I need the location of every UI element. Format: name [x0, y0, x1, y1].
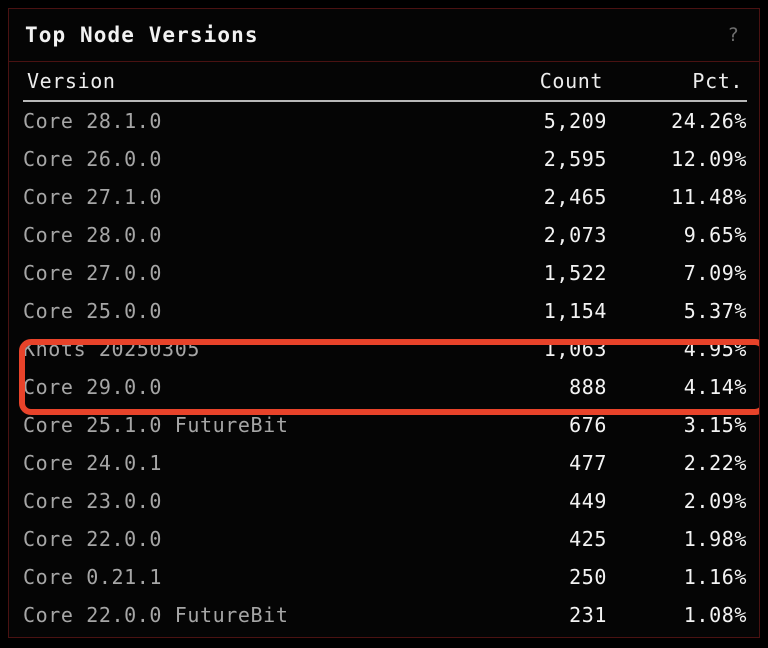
cell-version: Core 28.1.0 — [23, 109, 163, 133]
table-row[interactable]: Core 24.0.1 477 2.22% — [23, 444, 747, 482]
cell-count: 1,154 — [543, 299, 607, 323]
table-row[interactable]: Core 25.1.0 FutureBit 676 3.15% — [23, 406, 747, 444]
table-row[interactable]: Core 23.0.0 449 2.09% — [23, 482, 747, 520]
column-header-pct[interactable]: Pct. — [692, 69, 743, 93]
cell-pct: 11.48% — [671, 185, 747, 209]
panel-header: Top Node Versions ? — [9, 9, 759, 62]
table-row[interactable]: Core 22.0.0 425 1.98% — [23, 520, 747, 558]
question-mark-icon[interactable]: ? — [727, 23, 739, 46]
cell-version: Knots 20250305 — [23, 337, 200, 361]
cell-count: 2,465 — [543, 185, 607, 209]
cell-count: 449 — [569, 489, 607, 513]
table-row[interactable]: Core 0.21.1 250 1.16% — [23, 558, 747, 596]
cell-count: 425 — [569, 527, 607, 551]
cell-count: 250 — [569, 565, 607, 589]
table-row[interactable]: Core 27.1.0 2,465 11.48% — [23, 178, 747, 216]
cell-count: 2,073 — [543, 223, 607, 247]
cell-pct: 24.26% — [671, 109, 747, 133]
cell-version: Core 27.0.0 — [23, 261, 163, 285]
cell-version: Core 28.0.0 — [23, 223, 163, 247]
table-row[interactable]: Core 28.0.0 2,073 9.65% — [23, 216, 747, 254]
table-row[interactable]: Core 22.0.0 FutureBit 231 1.08% — [23, 596, 747, 634]
cell-count: 1,063 — [543, 337, 607, 361]
cell-version: Core 22.0.0 — [23, 527, 163, 551]
cell-version: Core 25.1.0 FutureBit — [23, 413, 289, 437]
cell-version: Core 27.1.0 — [23, 185, 163, 209]
cell-pct: 2.09% — [683, 489, 747, 513]
cell-pct: 1.08% — [683, 603, 747, 627]
cell-version: Core 22.0.0 FutureBit — [23, 603, 289, 627]
table-row[interactable]: Core 26.0.0 2,595 12.09% — [23, 140, 747, 178]
top-node-versions-panel: Top Node Versions ? Version Count Pct. — [8, 8, 760, 638]
table-header-row: Version Count Pct. — [23, 62, 747, 100]
cell-version: Core 23.0.0 — [23, 489, 163, 513]
cell-pct: 3.15% — [683, 413, 747, 437]
cell-count: 676 — [569, 413, 607, 437]
cell-count: 1,522 — [543, 261, 607, 285]
cell-pct: 4.14% — [683, 375, 747, 399]
table-row[interactable]: Core 29.0.0 888 4.14% — [23, 368, 747, 406]
header-divider — [23, 100, 747, 102]
versions-table-container: Version Count Pct. Core 28.1.0 5,209 24.26… — [9, 62, 759, 634]
cell-version: Core 24.0.1 — [23, 451, 163, 475]
cell-pct: 4.95% — [683, 337, 747, 361]
cell-count: 2,595 — [543, 147, 607, 171]
cell-pct: 5.37% — [683, 299, 747, 323]
cell-pct: 1.98% — [683, 527, 747, 551]
page-title: Top Node Versions — [25, 23, 259, 47]
cell-version: Core 26.0.0 — [23, 147, 163, 171]
cell-count: 5,209 — [543, 109, 607, 133]
table-row[interactable]: Core 27.0.0 1,522 7.09% — [23, 254, 747, 292]
cell-pct: 2.22% — [683, 451, 747, 475]
cell-version: Core 29.0.0 — [23, 375, 163, 399]
versions-table: Version Count Pct. Core 28.1.0 5,209 24.26… — [23, 62, 747, 634]
cell-count: 888 — [569, 375, 607, 399]
table-row[interactable]: Core 25.0.0 1,154 5.37% — [23, 292, 747, 330]
cell-version: Core 25.0.0 — [23, 299, 163, 323]
table-body: Core 28.1.0 5,209 24.26% Core 26.0.0 2,595 12… — [23, 102, 747, 634]
table-row[interactable]: Knots 20250305 1,063 4.95% — [23, 330, 747, 368]
cell-pct: 7.09% — [683, 261, 747, 285]
table-head: Version Count Pct. — [23, 62, 747, 102]
header-divider-cell — [23, 100, 747, 102]
column-header-version[interactable]: Version — [27, 69, 116, 93]
table-row[interactable]: Core 28.1.0 5,209 24.26% — [23, 102, 747, 140]
header-rule-line — [23, 100, 747, 102]
cell-count: 477 — [569, 451, 607, 475]
cell-pct: 12.09% — [671, 147, 747, 171]
column-header-count[interactable]: Count — [539, 69, 603, 93]
cell-version: Core 0.21.1 — [23, 565, 163, 589]
cell-pct: 1.16% — [683, 565, 747, 589]
cell-pct: 9.65% — [683, 223, 747, 247]
cell-count: 231 — [569, 603, 607, 627]
